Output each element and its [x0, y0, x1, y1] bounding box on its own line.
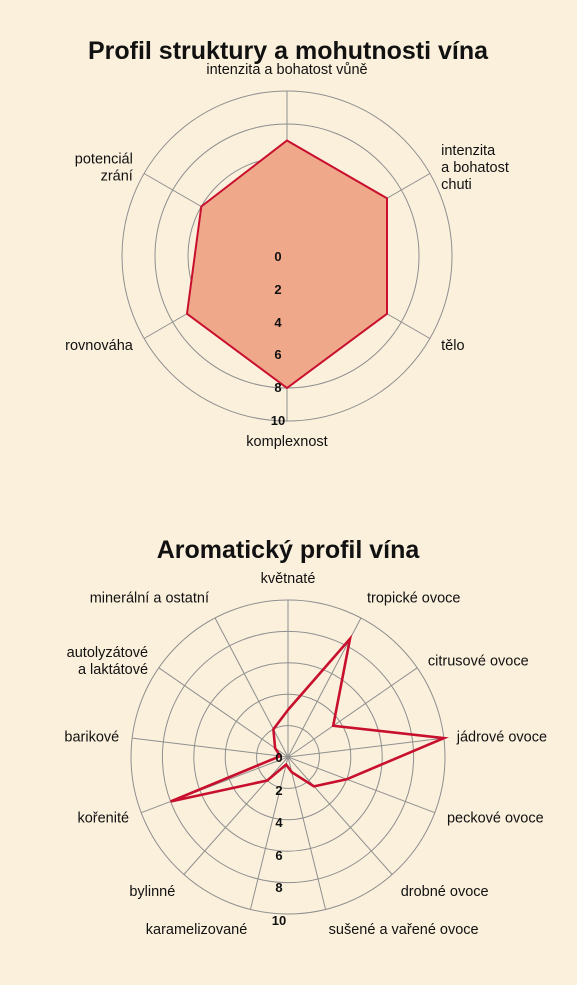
axis-label: rovnováha — [65, 338, 134, 354]
axis-label: jádrové ovoce — [456, 730, 547, 746]
axis-label: sušené a vařené ovoce — [329, 922, 479, 938]
axis-label: intenzita a bohatost chuti — [441, 143, 509, 193]
structure-radar-chart: Profil struktury a mohutnosti vína 0 2 4 6 8… — [65, 37, 509, 450]
tick-label: 2 — [275, 783, 282, 798]
axis-label: květnaté — [261, 571, 316, 587]
tick-label: 6 — [274, 347, 281, 362]
axis-label: intenzita a bohatost vůně — [206, 62, 367, 78]
radial-tick-labels: 0 2 4 6 8 10 — [271, 249, 285, 428]
axis-label: tělo — [441, 338, 464, 354]
tick-label: 8 — [274, 380, 281, 395]
axis-label: citrusové ovoce — [428, 653, 529, 669]
grid-spoke — [132, 737, 289, 758]
grid-spoke — [214, 617, 289, 758]
grid-spoke — [287, 667, 418, 758]
chart-title: Aromatický profil vína — [157, 536, 421, 564]
grid-spoke — [158, 667, 289, 758]
axis-label: potenciál zrání — [75, 152, 133, 185]
grid-spoke — [287, 756, 435, 814]
grid-spoke — [249, 756, 289, 910]
axis-label: bylinné — [129, 884, 175, 900]
aroma-radar-chart: Aromatický profil vína 0 2 4 6 8 10 květnaté t… — [64, 536, 547, 938]
axis-label: barikové — [64, 730, 119, 746]
tick-label: 10 — [271, 413, 285, 428]
axis-labels: intenzita a bohatost vůně intenzita a boha… — [65, 62, 509, 450]
axis-labels: květnaté tropické ovoce citrusové ovoce jád… — [64, 571, 547, 938]
axis-label: kořenité — [77, 810, 129, 826]
tick-label: 4 — [275, 815, 283, 830]
grid-spoke — [287, 756, 393, 875]
tick-label: 6 — [275, 848, 282, 863]
tick-label: 2 — [274, 282, 281, 297]
radial-tick-labels: 0 2 4 6 8 10 — [272, 750, 286, 928]
axis-label: drobné ovoce — [401, 884, 489, 900]
tick-label: 0 — [274, 249, 281, 264]
axis-label: tropické ovoce — [367, 590, 461, 606]
axis-label: komplexnost — [246, 434, 327, 450]
axis-label: minerální a ostatní — [90, 590, 209, 606]
tick-label: 0 — [275, 750, 282, 765]
radar-series — [170, 634, 449, 803]
axis-label: peckové ovoce — [447, 810, 544, 826]
grid-spoke — [141, 756, 289, 814]
radar-grid — [130, 599, 446, 915]
series-polygon — [170, 634, 449, 803]
tick-label: 8 — [275, 880, 282, 895]
series-polygon — [185, 139, 388, 390]
chart-title: Profil struktury a mohutnosti vína — [88, 37, 489, 65]
radar-series — [185, 139, 388, 390]
tick-label: 4 — [274, 315, 282, 330]
grid-spoke — [287, 737, 444, 758]
tick-label: 10 — [272, 913, 286, 928]
axis-label: karamelizované — [146, 922, 248, 938]
axis-label: autolyzátové a laktátové — [67, 645, 148, 678]
grid-spoke — [287, 756, 327, 910]
